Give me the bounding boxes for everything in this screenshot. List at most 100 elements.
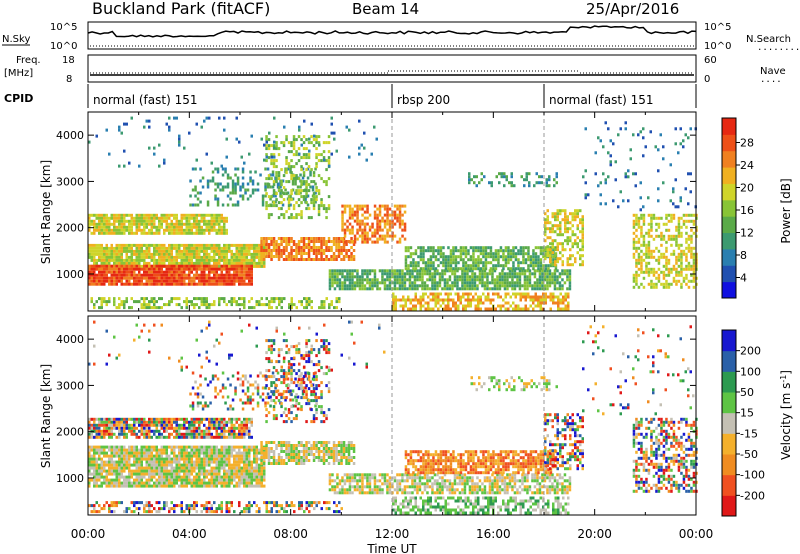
data-cell bbox=[325, 240, 328, 243]
data-cell bbox=[220, 219, 223, 223]
data-cell bbox=[98, 417, 101, 421]
data-cell bbox=[341, 222, 344, 226]
data-cell bbox=[462, 258, 465, 262]
data-cell bbox=[205, 252, 208, 256]
data-cell bbox=[689, 172, 692, 176]
data-cell bbox=[225, 255, 228, 259]
data-cell bbox=[348, 231, 352, 235]
data-cell bbox=[503, 278, 507, 282]
data-cell bbox=[466, 281, 469, 285]
data-cell bbox=[150, 279, 153, 283]
data-cell bbox=[442, 264, 445, 268]
data-cell bbox=[153, 270, 156, 274]
data-cell bbox=[135, 216, 138, 220]
data-cell bbox=[214, 197, 217, 201]
data-cell bbox=[640, 231, 643, 235]
data-cell bbox=[160, 225, 163, 229]
data-cell bbox=[479, 267, 483, 271]
data-cell bbox=[155, 270, 158, 274]
data-cell bbox=[125, 475, 128, 479]
data-cell bbox=[494, 249, 498, 253]
data-cell bbox=[158, 423, 161, 427]
data-cell bbox=[163, 216, 166, 220]
data-cell bbox=[333, 287, 337, 291]
cpid-segment-label: normal (fast) 151 bbox=[549, 93, 653, 107]
data-cell bbox=[652, 213, 656, 217]
data-cell bbox=[619, 190, 622, 194]
data-cell bbox=[386, 219, 389, 223]
data-cell bbox=[231, 179, 235, 183]
data-cell bbox=[568, 284, 572, 288]
data-cell bbox=[333, 278, 337, 282]
data-cell bbox=[503, 275, 507, 279]
data-cell bbox=[113, 423, 116, 427]
data-cell bbox=[235, 417, 238, 421]
data-cell bbox=[145, 213, 148, 217]
data-cell bbox=[198, 306, 201, 310]
data-cell bbox=[552, 292, 555, 296]
data-cell bbox=[411, 269, 414, 273]
data-cell bbox=[529, 304, 532, 308]
data-cell bbox=[203, 249, 206, 253]
data-cell bbox=[93, 243, 96, 247]
data-cell bbox=[280, 237, 283, 240]
data-cell bbox=[566, 275, 569, 279]
data-cell bbox=[287, 252, 291, 255]
data-cell bbox=[484, 255, 488, 259]
data-cell bbox=[265, 144, 268, 148]
data-cell bbox=[574, 215, 577, 219]
data-cell bbox=[208, 213, 211, 217]
data-cell bbox=[98, 225, 101, 229]
data-cell bbox=[481, 284, 484, 288]
data-cell bbox=[566, 227, 569, 231]
data-cell bbox=[115, 213, 118, 217]
data-cell bbox=[178, 219, 181, 223]
data-cell bbox=[267, 195, 271, 199]
data-cell bbox=[183, 228, 186, 232]
data-cell bbox=[381, 234, 384, 238]
data-cell bbox=[288, 306, 291, 310]
data-cell bbox=[194, 167, 197, 171]
data-cell bbox=[140, 228, 143, 232]
data-cell bbox=[528, 272, 532, 276]
data-cell bbox=[113, 417, 116, 421]
data-cell bbox=[90, 445, 93, 449]
data-cell bbox=[108, 276, 111, 280]
data-cell bbox=[315, 153, 318, 157]
data-cell bbox=[155, 228, 158, 232]
data-cell bbox=[165, 249, 168, 253]
data-cell bbox=[275, 141, 278, 145]
data-cell bbox=[270, 153, 273, 157]
data-cell bbox=[123, 420, 126, 424]
data-cell bbox=[195, 264, 198, 268]
data-cell bbox=[302, 258, 306, 261]
data-cell bbox=[205, 264, 208, 268]
data-cell bbox=[307, 156, 311, 160]
data-cell bbox=[371, 281, 374, 285]
data-cell bbox=[218, 276, 221, 280]
data-cell bbox=[195, 225, 198, 229]
data-cell bbox=[542, 249, 545, 253]
data-cell bbox=[457, 255, 460, 259]
data-cell bbox=[493, 281, 497, 285]
data-cell bbox=[409, 298, 412, 302]
data-cell bbox=[542, 292, 545, 296]
data-cell bbox=[431, 278, 434, 282]
data-cell bbox=[338, 284, 342, 288]
data-cell bbox=[175, 420, 178, 424]
data-cell bbox=[662, 222, 666, 226]
data-cell bbox=[427, 304, 430, 308]
data-cell bbox=[218, 222, 221, 226]
data-cell bbox=[193, 219, 196, 223]
data-cell bbox=[398, 222, 402, 226]
data-cell bbox=[500, 172, 503, 176]
data-cell bbox=[218, 423, 221, 427]
data-cell bbox=[153, 213, 156, 217]
data-cell bbox=[482, 267, 485, 271]
data-cell bbox=[135, 300, 138, 304]
data-cell bbox=[123, 258, 126, 262]
data-cell bbox=[498, 172, 501, 176]
data-cell bbox=[597, 136, 600, 140]
data-cell bbox=[434, 295, 437, 299]
data-cell bbox=[210, 246, 213, 250]
